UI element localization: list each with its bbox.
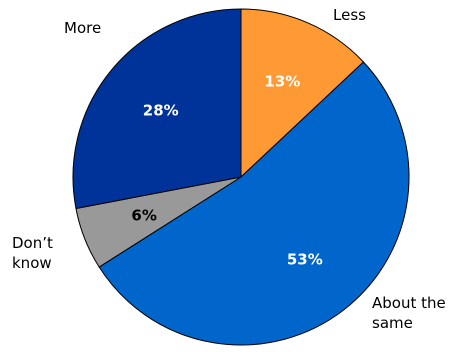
pie-slice-less: [240, 8, 364, 178]
percent-labels-layer: 13% 53% 6% 28%: [131, 72, 322, 268]
percent-label-less: 13%: [264, 72, 300, 90]
pie-slice-more: [72, 8, 242, 209]
category-label-more: More: [64, 19, 101, 37]
percent-label-about-the-same: 53%: [287, 250, 323, 268]
pie-slice-about-the-same: [98, 61, 410, 346]
category-label-less: Less: [333, 6, 366, 24]
category-label-don-t-know: Don’t know: [12, 234, 53, 272]
category-label-about-the-same: About the same: [372, 294, 446, 332]
category-labels-layer: Less About the same Don’t know More: [12, 6, 446, 332]
percent-label-don-t-know: 6%: [131, 206, 156, 224]
percent-label-more: 28%: [143, 102, 179, 120]
slices-layer: [72, 8, 410, 346]
